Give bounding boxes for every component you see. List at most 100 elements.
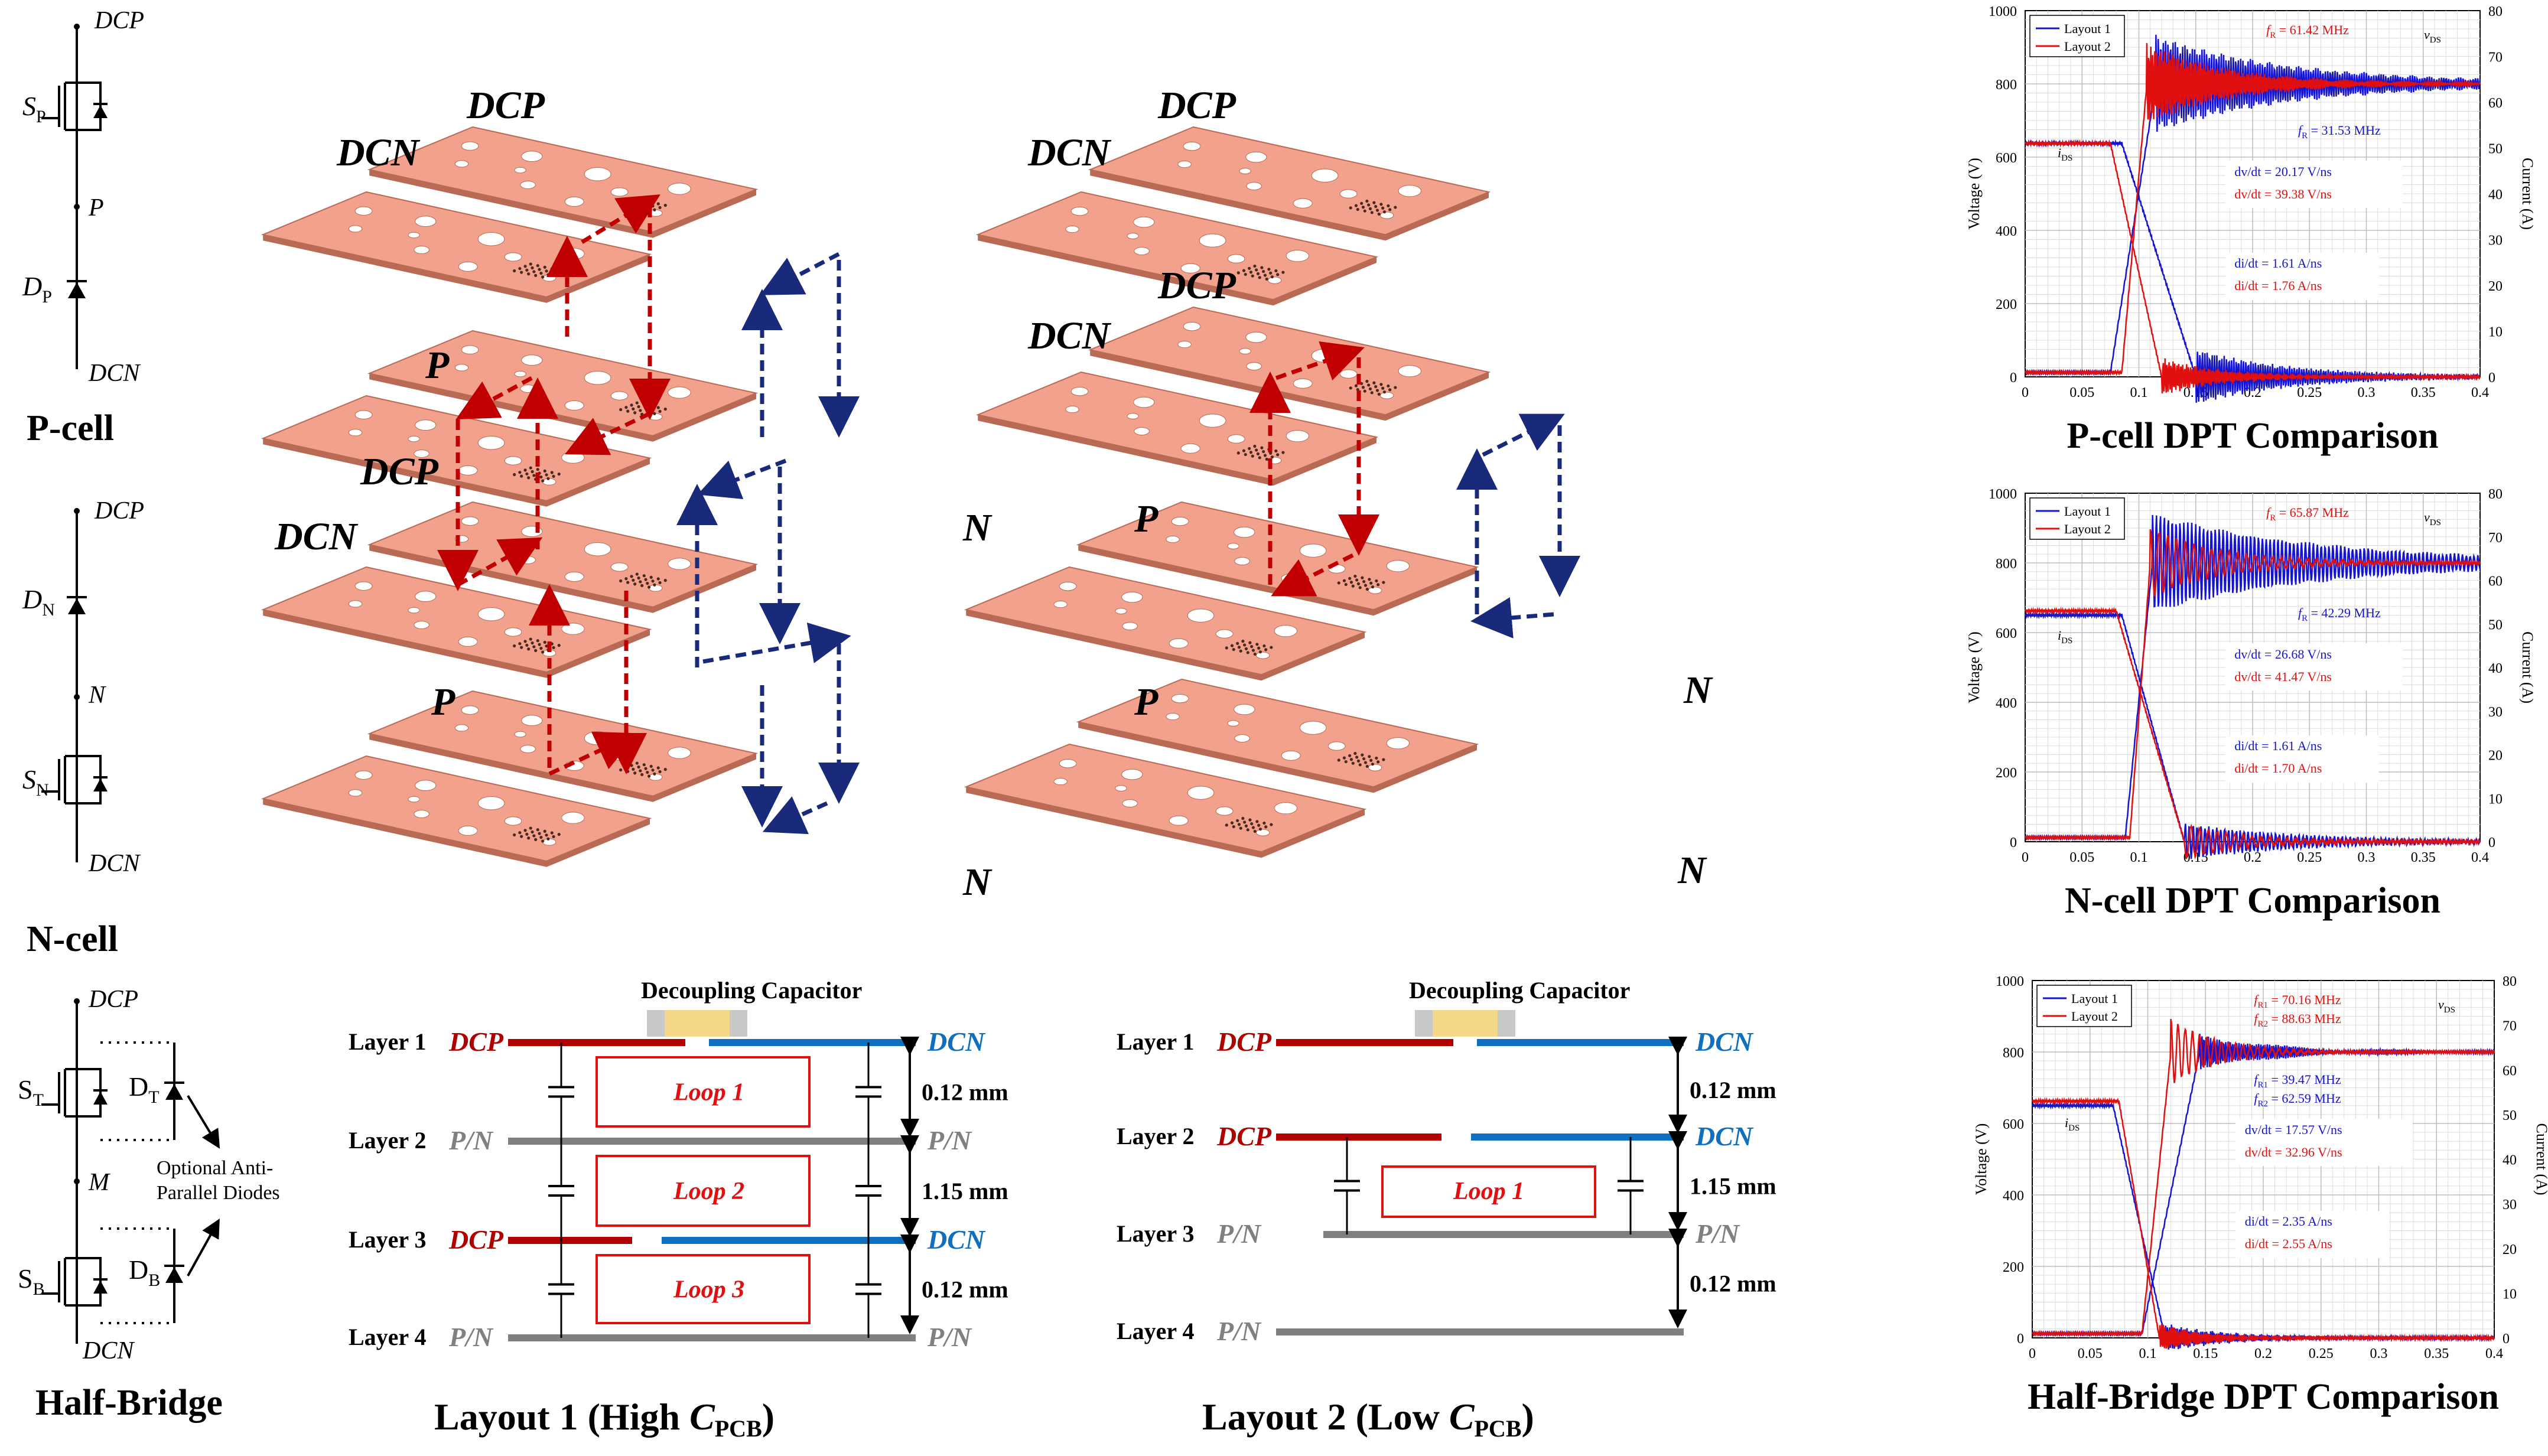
hb-bottom-label: DCN xyxy=(82,1337,135,1364)
x-tick-label: 0.05 xyxy=(2069,850,2094,865)
di-box xyxy=(2225,735,2379,783)
left-rail-label-1: DCP xyxy=(1216,1027,1272,1057)
y2-tick-label: 30 xyxy=(2503,1197,2517,1213)
left-rail-label-4: P/N xyxy=(448,1322,494,1352)
dpt-charts: 0 0.05 0.1 0.15 0.2 0.25 0.3 0.35 0.402004006008… xyxy=(1965,4,2548,1417)
y-tick-label: 200 xyxy=(2003,1260,2024,1275)
y2-tick-label: 10 xyxy=(2488,791,2503,807)
iso2-board-1-a xyxy=(1088,126,1491,236)
hb-note-line1: Optional Anti- xyxy=(157,1157,273,1179)
y-axis-label: Voltage (V) xyxy=(1965,631,1983,703)
y2-tick-label: 30 xyxy=(2488,233,2503,249)
ids-label: iDS xyxy=(2065,1115,2080,1133)
x-tick-label: 0.25 xyxy=(2309,1346,2334,1361)
left-rail-label-2: P/N xyxy=(448,1125,494,1155)
loop-red-arrow-10 xyxy=(548,731,638,776)
pcell-mid-label: P xyxy=(88,194,104,222)
y2-tick-label: 20 xyxy=(2488,748,2503,764)
right-rail-label-1: DCN xyxy=(1695,1027,1754,1057)
legend-label-1: Layout 1 xyxy=(2064,504,2111,519)
y2-tick-label: 60 xyxy=(2503,1063,2517,1079)
loop-blue-arrow-1 xyxy=(760,252,840,295)
cap-title: Decoupling Capacitor xyxy=(641,977,862,1004)
y2-tick-label: 70 xyxy=(2503,1019,2517,1034)
x-tick-label: 0.3 xyxy=(2358,850,2375,865)
y2-tick-label: 80 xyxy=(2488,487,2503,502)
y2-tick-label: 10 xyxy=(2503,1286,2517,1302)
layout2-isometric: DCP DCN DCP DCN P N P N xyxy=(964,84,1713,892)
dv-blue-label: dv/dt = 17.57 V/ns xyxy=(2245,1122,2342,1137)
y2-tick-label: 0 xyxy=(2488,835,2495,851)
series-2-current xyxy=(2031,1096,2495,1349)
di-box xyxy=(2235,1211,2390,1258)
y-axis-label: Voltage (V) xyxy=(1973,1123,1990,1196)
layer-board-4-b xyxy=(261,755,652,862)
gap-label-2: 1.15 mm xyxy=(1690,1173,1776,1200)
y2-tick-label: 60 xyxy=(2488,96,2503,111)
y2-tick-label: 30 xyxy=(2488,705,2503,720)
ncell-bottom-label: DCN xyxy=(88,850,141,877)
fr-blue-label: fR = 31.53 MHz xyxy=(2298,123,2381,141)
ncell-switch-label: SN xyxy=(22,764,49,800)
ncell-top-label: DCP xyxy=(94,497,144,525)
layer-label-4: Layer 4 xyxy=(349,1324,426,1350)
di-red-label: di/dt = 1.70 A/ns xyxy=(2234,761,2322,776)
layout1-cross-section: Decoupling Capacitor Layer 1 Layer 2 Layer … xyxy=(349,977,1008,1442)
ids-label: iDS xyxy=(2058,628,2072,646)
dv-box xyxy=(2225,161,2403,208)
loop-label-1: Loop 1 xyxy=(1453,1178,1524,1205)
series-2-current xyxy=(2024,139,2481,394)
layer-label-2: Layer 2 xyxy=(349,1127,426,1154)
layer-board-4-a xyxy=(367,690,759,797)
loop-blue-arrow-7 xyxy=(702,622,851,664)
chart-title: P-cell DPT Comparison xyxy=(2067,416,2438,456)
x-tick-label: 0.35 xyxy=(2411,385,2436,400)
iso2-board-2-b xyxy=(975,371,1379,481)
y-tick-label: 600 xyxy=(2003,1117,2024,1132)
vds-label: vDS xyxy=(2424,27,2441,45)
pcell-top-label: DCP xyxy=(94,7,144,34)
y2-tick-label: 70 xyxy=(2488,50,2503,66)
y2-tick-label: 50 xyxy=(2488,142,2503,157)
chart-title: N-cell DPT Comparison xyxy=(2065,881,2440,921)
x-tick-label: 0.3 xyxy=(2370,1346,2388,1361)
iso2-board-4-b xyxy=(964,743,1367,853)
x-tick-label: 0.2 xyxy=(2254,1346,2272,1361)
right-rail-label-2: DCN xyxy=(1695,1121,1754,1151)
cap-body xyxy=(665,1010,730,1037)
fr2-blue-label: fR2 = 62.59 MHz xyxy=(2254,1091,2341,1109)
cross-caption: Layout 2 (Low CPCB) xyxy=(1202,1396,1534,1442)
x-tick-label: 0.1 xyxy=(2130,385,2148,400)
y-tick-label: 400 xyxy=(1996,696,2017,711)
y2-tick-label: 40 xyxy=(2503,1153,2517,1168)
pcell-bottom-label: DCN xyxy=(88,360,141,387)
hb-mid-label: M xyxy=(88,1169,110,1196)
right-rail-label-4: P/N xyxy=(927,1322,972,1352)
loop-red-arrow-4 xyxy=(565,411,651,455)
iso2-red-arrow-2 xyxy=(1275,341,1365,381)
y2-axis-label: Current (A) xyxy=(2533,1123,2548,1195)
pcell-switch-label: SP xyxy=(22,91,46,126)
iso1-label-dcn-top: DCN xyxy=(336,131,421,174)
y2-axis-label: Current (A) xyxy=(2519,158,2536,230)
loop-box-3 xyxy=(595,1254,811,1324)
loop-label-1: Loop 1 xyxy=(673,1079,744,1106)
legend-box xyxy=(2029,15,2125,57)
iso1-label-p-top: P xyxy=(425,344,450,387)
y-tick-label: 0 xyxy=(2010,835,2017,851)
legend-label-2: Layout 2 xyxy=(2064,39,2111,54)
right-rail-label-3: P/N xyxy=(1695,1219,1740,1249)
cap-body xyxy=(1433,1010,1498,1037)
ncell-schematic: DCP N DCN DN SN N-cell xyxy=(22,497,144,959)
layer-label-3: Layer 3 xyxy=(349,1226,426,1253)
iso2-blue-arrow-2 xyxy=(1482,413,1565,457)
iso2-label-n-bottom: N xyxy=(1677,849,1707,892)
gap-label-1: 0.12 mm xyxy=(1690,1077,1776,1103)
dv-blue-label: dv/dt = 26.68 V/ns xyxy=(2234,647,2332,662)
di-blue-label: di/dt = 2.35 A/ns xyxy=(2245,1214,2332,1229)
x-tick-label: 0.25 xyxy=(2297,385,2322,400)
y2-tick-label: 80 xyxy=(2488,4,2503,19)
series-2-voltage xyxy=(2025,43,2481,376)
fr1-red-label: fR1 = 70.16 MHz xyxy=(2254,992,2341,1010)
iso2-label-dcp-top: DCP xyxy=(1157,84,1236,127)
